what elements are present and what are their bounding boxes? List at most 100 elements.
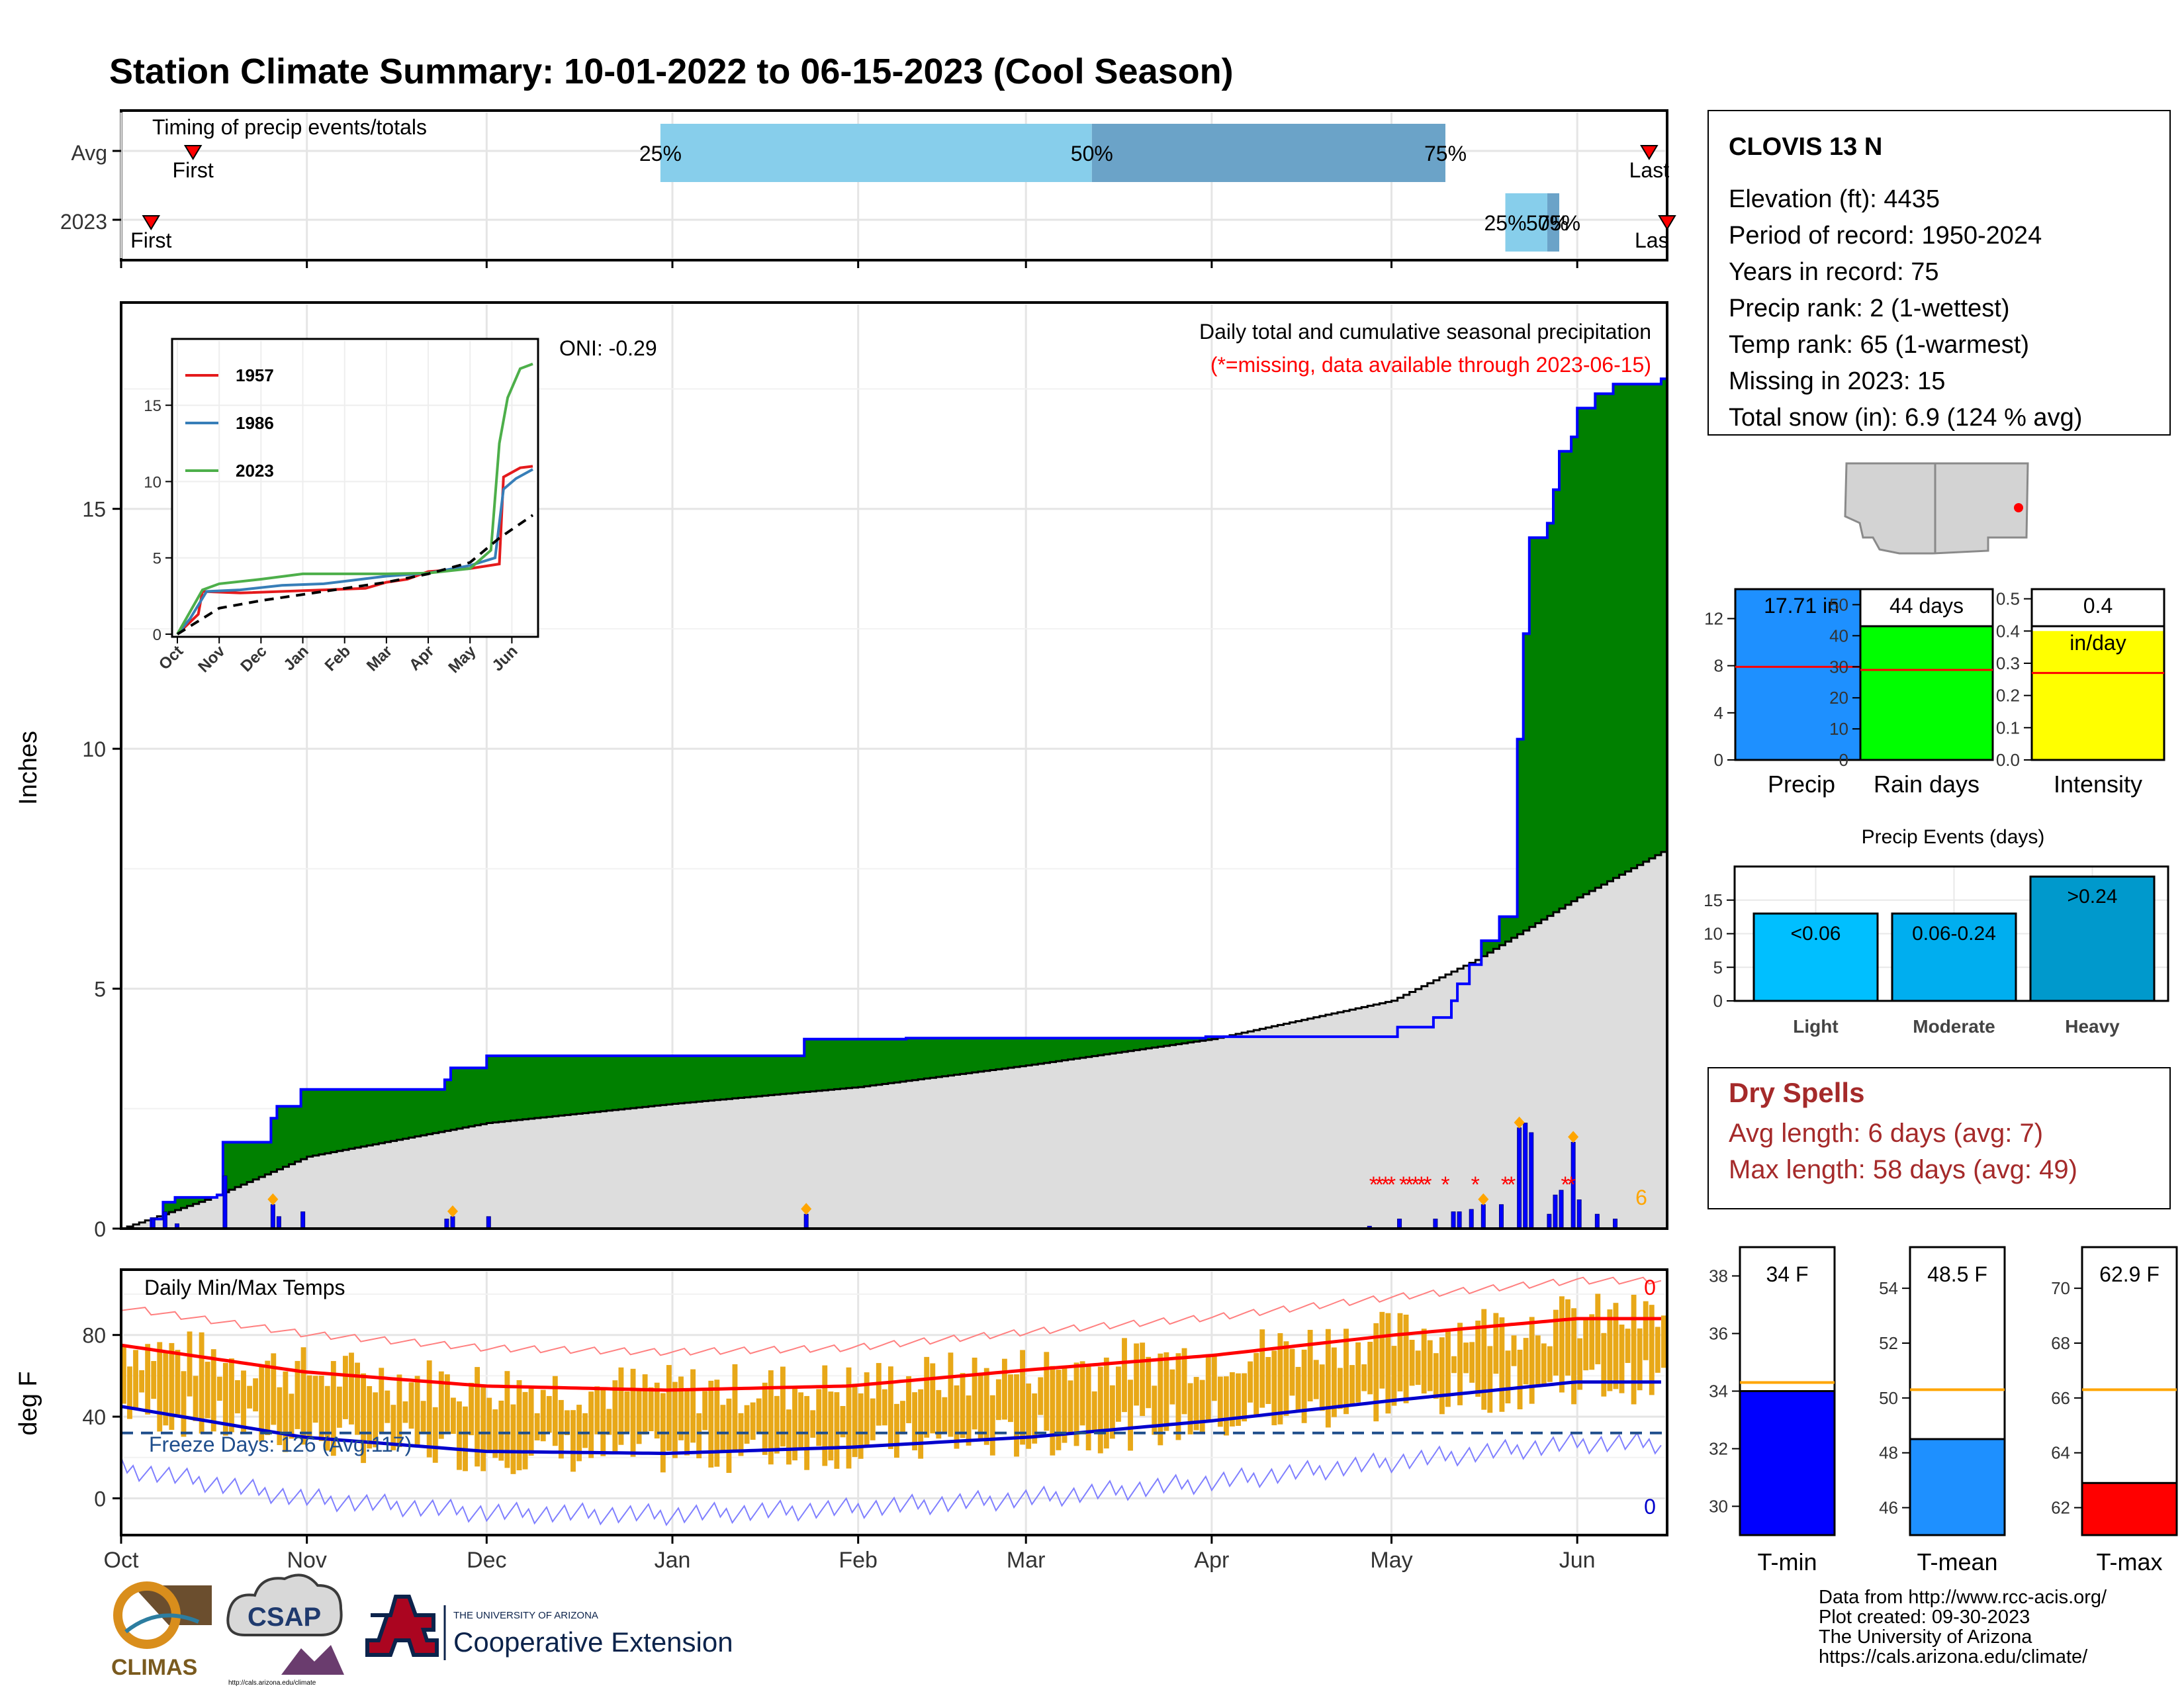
precip-above-normal [948,1038,955,1076]
ua-logo: THE UNIVERSITY OF ARIZONA Cooperative Ex… [365,1595,733,1660]
temp-daily-bar [1565,1299,1570,1376]
summary-y-tick-label: 40 [1829,626,1848,645]
events-category: Light [1793,1016,1838,1037]
temp-daily-bar [420,1401,426,1434]
temp-bar-y-tick-label: 66 [2051,1388,2070,1408]
precip-above-normal [1577,408,1584,898]
precip-normal-line [121,851,1667,1230]
temp-daily-bar [408,1382,414,1429]
precip-above-normal [1073,1038,1081,1059]
missing-marker: * [1369,1172,1378,1197]
precip-above-normal [786,1056,793,1094]
timing-last-avg: Last [1629,158,1670,182]
precip-above-normal [1601,393,1608,885]
temp-daily-bar [121,1345,126,1404]
temp-daily-bar [373,1392,379,1448]
temp-daily-bar [798,1392,803,1449]
temp-daily-bar [522,1391,528,1470]
climas-logo-text: CLIMAS [111,1655,197,1680]
precip-above-normal [379,1089,385,1143]
event-count-label: 6 [1635,1186,1647,1209]
temp-panel: 0 40 80 deg F Daily Min/Max Temps Freeze D… [15,1268,1668,1536]
temp-bar-axis-label: T-min [1758,1548,1817,1575]
footer-line-1: Data from http://www.rcc-acis.org/ [1819,1587,2107,1608]
temp-daily-bar [822,1365,828,1466]
temp-daily-bar [648,1387,654,1432]
precip-above-normal [840,1039,847,1089]
month-label: Nov [287,1548,326,1573]
summary-bar-1 [1860,623,1993,760]
events-category: Moderate [1913,1016,1995,1037]
station-box: CLOVIS 13 N Elevation (ft): 4435 Period o… [1707,110,2171,436]
temp-daily-bar [516,1380,522,1471]
events-bar [1891,912,2017,1002]
temp-daily-bar [163,1351,169,1426]
temp-daily-bar [139,1370,145,1393]
temp-daily-bar [930,1363,936,1434]
summary-y-tick-label: 20 [1829,688,1848,708]
temp-daily-bar [1313,1360,1319,1399]
temp-daily-bar [1439,1337,1445,1415]
temp-daily-bar [1001,1358,1007,1420]
precip-above-normal [1661,379,1668,852]
precip-above-normal [271,1118,278,1172]
precip-above-normal [540,1056,547,1118]
missing-marker: * [1567,1172,1576,1197]
precip-above-normal [546,1056,553,1117]
temp-avg-min-line [120,1380,1661,1456]
dry-spells-frame [1707,1067,2171,1209]
precip-above-normal [762,1056,769,1096]
temp-daily-bar [726,1398,732,1474]
precip-above-normal [995,1038,1003,1070]
precip-above-normal [1134,1038,1140,1051]
precip-above-normal [450,1068,457,1130]
temp-daily-bar [216,1376,222,1401]
precip-above-normal [780,1056,787,1094]
timing-label-75: 75% [1538,211,1580,235]
temp-daily-bar [1415,1350,1421,1385]
timing-label-75: 75% [1424,142,1467,165]
temp-bar-y-tick-label: 50 [1879,1388,1898,1408]
timing-bar [660,124,1092,182]
precip-above-normal [498,1056,506,1122]
precip-above-normal [336,1089,343,1151]
precip-above-normal [253,1142,259,1180]
temp-daily-bar [540,1389,546,1442]
precip-above-normal [804,1039,811,1092]
temp-daily-bar [1079,1361,1085,1426]
temp-daily-bar [175,1350,181,1417]
precip-above-normal [390,1089,398,1141]
precip-above-normal [312,1089,320,1156]
precip-above-normal [1026,1038,1032,1066]
precip-above-normal [624,1056,631,1109]
precip-above-normal [744,1056,751,1098]
temp-daily-bar [336,1386,342,1428]
temp-daily-bar [390,1405,396,1450]
precip-above-normal [816,1039,823,1091]
month-label: Jun [1559,1548,1596,1573]
precip-above-normal [522,1056,529,1119]
summary-value-box [1859,588,1994,628]
temp-daily-bar [475,1367,480,1467]
missing-marker: * [1507,1172,1516,1197]
temp-daily-bar [343,1356,348,1419]
temp-daily-bar [702,1391,708,1430]
month-label: Apr [1194,1548,1229,1573]
temp-daily-bar [1331,1347,1337,1417]
temp-daily-bar [1613,1303,1619,1389]
summary-y-tick-label: 30 [1829,657,1848,677]
precip-above-normal [283,1106,290,1167]
station-detail-line: Elevation (ft): 4435 [1729,185,1940,213]
precip-above-normal [912,1038,919,1080]
temp-daily-bar [1056,1370,1062,1450]
missing-marker: * [1471,1172,1480,1197]
precip-above-normal [1529,538,1536,927]
precip-above-normal [1487,941,1494,953]
summary-y-tick-label: 0.4 [1996,621,2020,641]
temp-daily-bar [887,1366,893,1449]
precip-above-normal [1511,916,1518,938]
precip-above-normal [373,1089,379,1145]
temp-daily-bar [486,1397,492,1452]
precip-event-marker [447,1205,458,1217]
precip-above-normal [528,1056,535,1119]
